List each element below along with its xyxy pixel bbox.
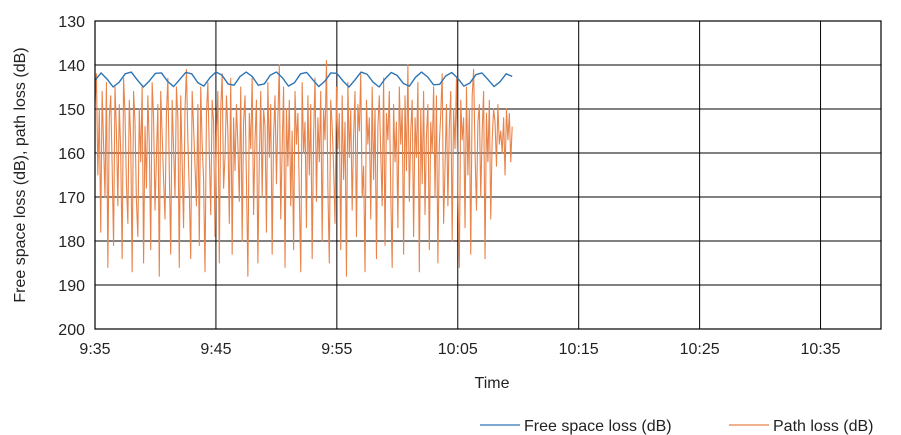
y-tick-label: 190 bbox=[58, 278, 85, 295]
x-tick-label: 10:35 bbox=[801, 341, 841, 358]
plot-border bbox=[94, 20, 882, 330]
y-axis-title: Free space loss (dB), path loss (dB) bbox=[12, 47, 29, 302]
y-tick-label: 150 bbox=[58, 102, 85, 119]
x-axis-title: Time bbox=[475, 375, 510, 392]
x-tick-label: 9:45 bbox=[200, 341, 231, 358]
y-tick-label: 160 bbox=[58, 146, 85, 163]
legend: Free space loss (dB) Path loss (dB) bbox=[480, 418, 873, 435]
y-tick-label: 200 bbox=[58, 322, 85, 339]
x-tick-label: 10:25 bbox=[680, 341, 720, 358]
grid bbox=[94, 20, 881, 330]
series-line-path-loss bbox=[94, 60, 513, 277]
y-tick-label: 130 bbox=[58, 14, 85, 31]
x-tick-label: 10:15 bbox=[559, 341, 599, 358]
y-tick-label: 140 bbox=[58, 58, 85, 75]
legend-label-path-loss: Path loss (dB) bbox=[773, 418, 873, 435]
y-tick-labels: 130 140 150 160 170 180 190 200 bbox=[58, 14, 85, 339]
series-layer bbox=[94, 60, 513, 277]
y-tick-label: 170 bbox=[58, 190, 85, 207]
x-tick-label: 9:55 bbox=[321, 341, 352, 358]
x-tick-label: 10:05 bbox=[438, 341, 478, 358]
plot-frame bbox=[94, 20, 882, 330]
series-line-free-space-loss bbox=[94, 71, 513, 88]
legend-label-free-space: Free space loss (dB) bbox=[524, 418, 672, 435]
x-tick-labels: 9:35 9:45 9:55 10:05 10:15 10:25 10:35 bbox=[79, 341, 840, 358]
y-tick-label: 180 bbox=[58, 234, 85, 251]
x-tick-label: 9:35 bbox=[79, 341, 110, 358]
